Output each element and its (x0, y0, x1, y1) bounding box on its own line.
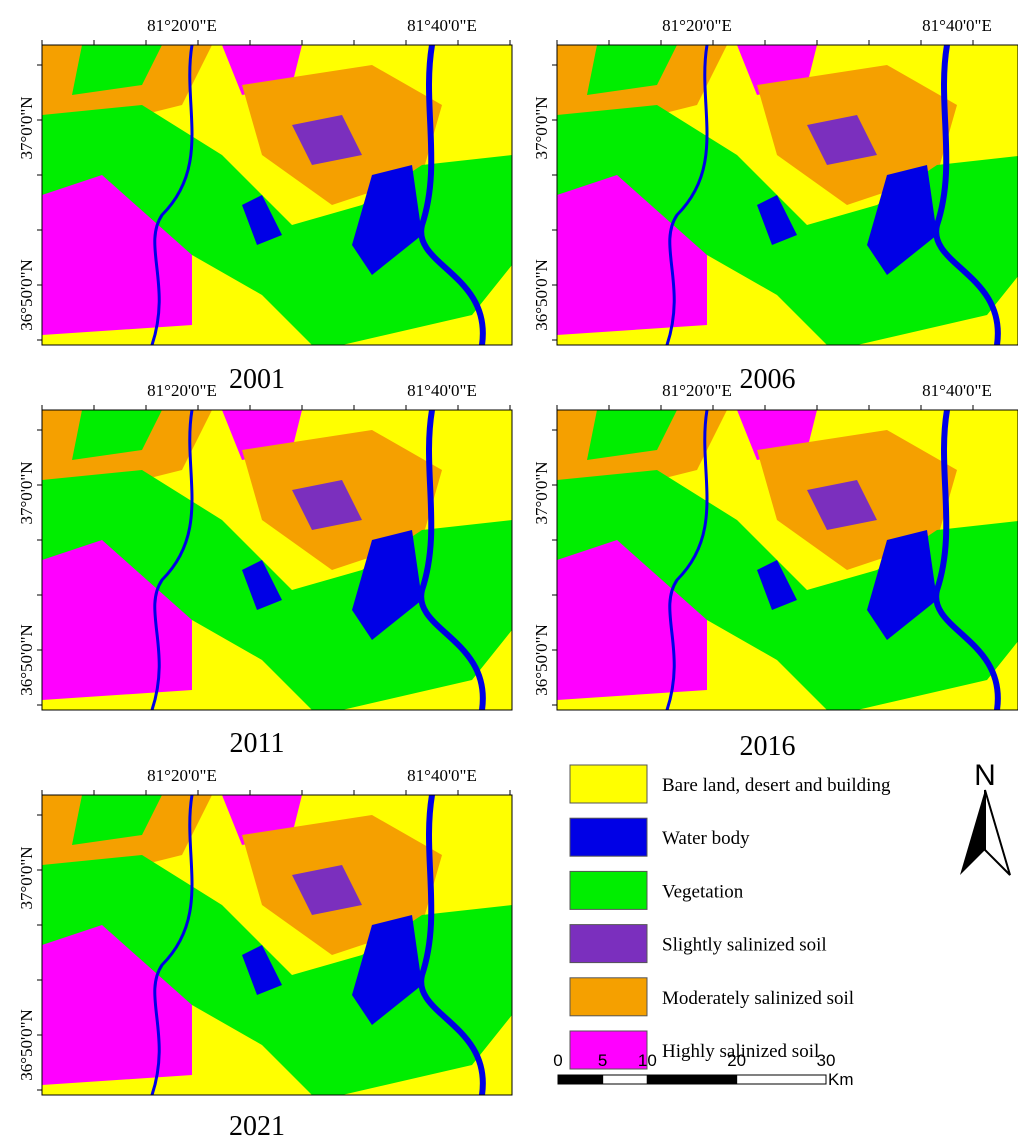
longitude-label: 81°20'0"E (662, 381, 732, 400)
longitude-label: 81°20'0"E (662, 16, 732, 35)
scale-bar-label: 0 (553, 1051, 562, 1070)
latitude-label: 36°50'0"N (17, 624, 36, 696)
year-label: 2001 (229, 364, 285, 395)
legend-swatch (570, 871, 647, 909)
north-arrow-right (985, 790, 1010, 875)
longitude-label: 81°40'0"E (922, 381, 992, 400)
scale-bar-segment (603, 1075, 648, 1084)
map-panel: 81°20'0"E 81°40'0"E 37°0'0"N 36°50'0"N (17, 766, 512, 1095)
scale-bar-segment (558, 1075, 603, 1084)
north-arrow-left (960, 790, 985, 875)
legend-label: Vegetation (662, 881, 744, 902)
longitude-label: 81°20'0"E (147, 16, 217, 35)
longitude-label: 81°40'0"E (407, 16, 477, 35)
legend-swatch (570, 765, 647, 803)
longitude-label: 81°20'0"E (147, 381, 217, 400)
latitude-label: 36°50'0"N (17, 1009, 36, 1081)
legend-label: Water body (662, 828, 750, 849)
longitude-label: 81°40'0"E (922, 16, 992, 35)
figure: N 81°20'0"E81°40'0"E37°0'0"N36°50'0"N200… (0, 0, 1018, 1137)
legend-swatch (570, 978, 647, 1016)
scale-bar-label: 5 (598, 1051, 607, 1070)
legend-swatch (570, 925, 647, 963)
north-arrow: N (960, 759, 1010, 875)
year-label: 2011 (230, 728, 285, 759)
latitude-label: 37°0'0"N (17, 96, 36, 159)
map-image (557, 45, 1018, 345)
latitude-label: 36°50'0"N (17, 259, 36, 331)
longitude-label: 81°40'0"E (407, 766, 477, 785)
latitude-label: 36°50'0"N (532, 624, 551, 696)
latitude-label: 37°0'0"N (17, 461, 36, 524)
map-panel: 81°20'0"E 81°40'0"E 37°0'0"N 36°50'0"N (532, 381, 1018, 710)
legend-label: Bare land, desert and building (662, 775, 891, 796)
map-panel: 81°20'0"E 81°40'0"E 37°0'0"N 36°50'0"N (532, 16, 1018, 345)
legend-label: Slightly salinized soil (662, 935, 827, 956)
legend-swatch (570, 818, 647, 856)
latitude-label: 37°0'0"N (532, 461, 551, 524)
year-label: 2006 (740, 364, 796, 395)
scale-bar-label: 20 (727, 1051, 746, 1070)
north-label: N (974, 759, 996, 792)
latitude-label: 37°0'0"N (17, 846, 36, 909)
scale-bar-label: 10 (638, 1051, 657, 1070)
longitude-label: 81°20'0"E (147, 766, 217, 785)
legend-swatch (570, 1031, 647, 1069)
legend-label: Moderately salinized soil (662, 988, 854, 1009)
map-panel: 81°20'0"E 81°40'0"E 37°0'0"N 36°50'0"N (17, 381, 512, 710)
longitude-label: 81°40'0"E (407, 381, 477, 400)
map-image (557, 410, 1018, 710)
scale-bar-segment (647, 1075, 736, 1084)
year-label: 2016 (740, 731, 796, 762)
year-label: 2021 (229, 1111, 285, 1137)
scale-bar-label: 30 (817, 1051, 836, 1070)
map-image (42, 45, 512, 345)
scale-bar-unit: Km (828, 1070, 854, 1089)
map-image (42, 410, 512, 710)
latitude-label: 37°0'0"N (532, 96, 551, 159)
scale-bar-segment (737, 1075, 826, 1084)
latitude-label: 36°50'0"N (532, 259, 551, 331)
map-image (42, 795, 512, 1095)
map-panel: 81°20'0"E 81°40'0"E 37°0'0"N 36°50'0"N (17, 16, 512, 345)
